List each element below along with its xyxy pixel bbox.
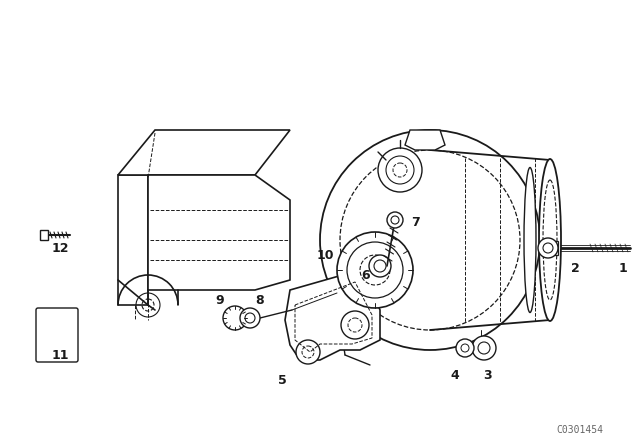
Polygon shape	[118, 130, 290, 175]
Circle shape	[538, 238, 558, 258]
Text: 1: 1	[619, 262, 627, 275]
Text: C0301454: C0301454	[557, 425, 604, 435]
Circle shape	[337, 232, 413, 308]
Text: 4: 4	[451, 369, 460, 382]
Text: 2: 2	[571, 262, 579, 275]
Text: 6: 6	[362, 268, 371, 281]
Polygon shape	[118, 175, 148, 305]
Circle shape	[341, 311, 369, 339]
Circle shape	[223, 306, 247, 330]
Circle shape	[369, 255, 391, 277]
Bar	[40, 230, 48, 240]
Text: 3: 3	[483, 369, 492, 382]
Text: 5: 5	[278, 374, 286, 387]
Circle shape	[320, 130, 540, 350]
Circle shape	[378, 148, 422, 192]
FancyBboxPatch shape	[36, 308, 78, 362]
Text: 9: 9	[216, 293, 224, 306]
Polygon shape	[405, 130, 445, 150]
Polygon shape	[148, 175, 290, 290]
Text: 12: 12	[51, 241, 68, 254]
Circle shape	[472, 336, 496, 360]
Ellipse shape	[539, 159, 561, 321]
Text: 11: 11	[51, 349, 68, 362]
Circle shape	[456, 339, 474, 357]
Circle shape	[387, 212, 403, 228]
Text: 8: 8	[256, 293, 264, 306]
Ellipse shape	[524, 168, 536, 313]
Circle shape	[296, 340, 320, 364]
Text: 10: 10	[316, 249, 333, 262]
Bar	[548, 241, 558, 255]
Circle shape	[240, 308, 260, 328]
Text: 7: 7	[411, 215, 419, 228]
Polygon shape	[285, 270, 380, 360]
